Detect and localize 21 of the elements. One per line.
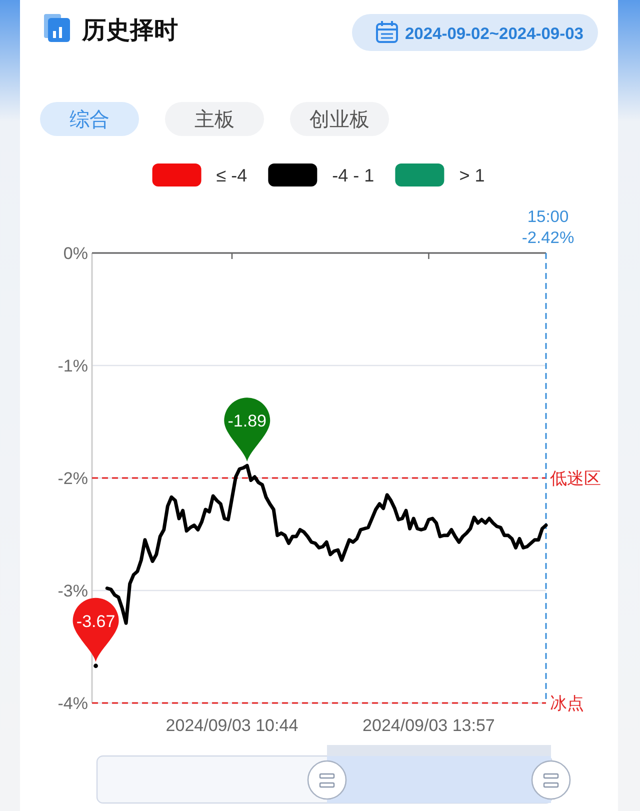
y-tick-label: -1% — [58, 356, 88, 376]
tab: 主板 — [165, 102, 264, 136]
y-tick-label: -4% — [58, 694, 88, 713]
x-tick-label: 2024/09/03 13:57 — [362, 716, 495, 735]
legend-label: -4 - 1 — [332, 166, 374, 186]
legend-label: ≤ -4 — [216, 166, 248, 186]
y-tick-label: 0% — [63, 244, 88, 263]
chart-title: 历史择时 — [81, 17, 178, 44]
ref-line-label: 冰点 — [550, 694, 584, 713]
y-tick-label: -2% — [58, 469, 88, 488]
pin: -3.67 — [72, 598, 119, 662]
annotation: -3.67 — [76, 612, 116, 631]
x-tick-label: 2024/09/03 10:44 — [166, 716, 298, 735]
y-tick-label: -3% — [58, 582, 88, 600]
tab: 综合 — [40, 102, 139, 136]
pin: -1.89 — [224, 398, 270, 462]
ref-line-label: 低迷区 — [550, 469, 601, 488]
legend-label: > 1 — [459, 166, 485, 186]
chart-subtitle: 2024-09-02~2024-09-03 — [405, 25, 584, 43]
annotation: -1.89 — [228, 412, 266, 431]
tab: 创业板 — [290, 102, 389, 136]
